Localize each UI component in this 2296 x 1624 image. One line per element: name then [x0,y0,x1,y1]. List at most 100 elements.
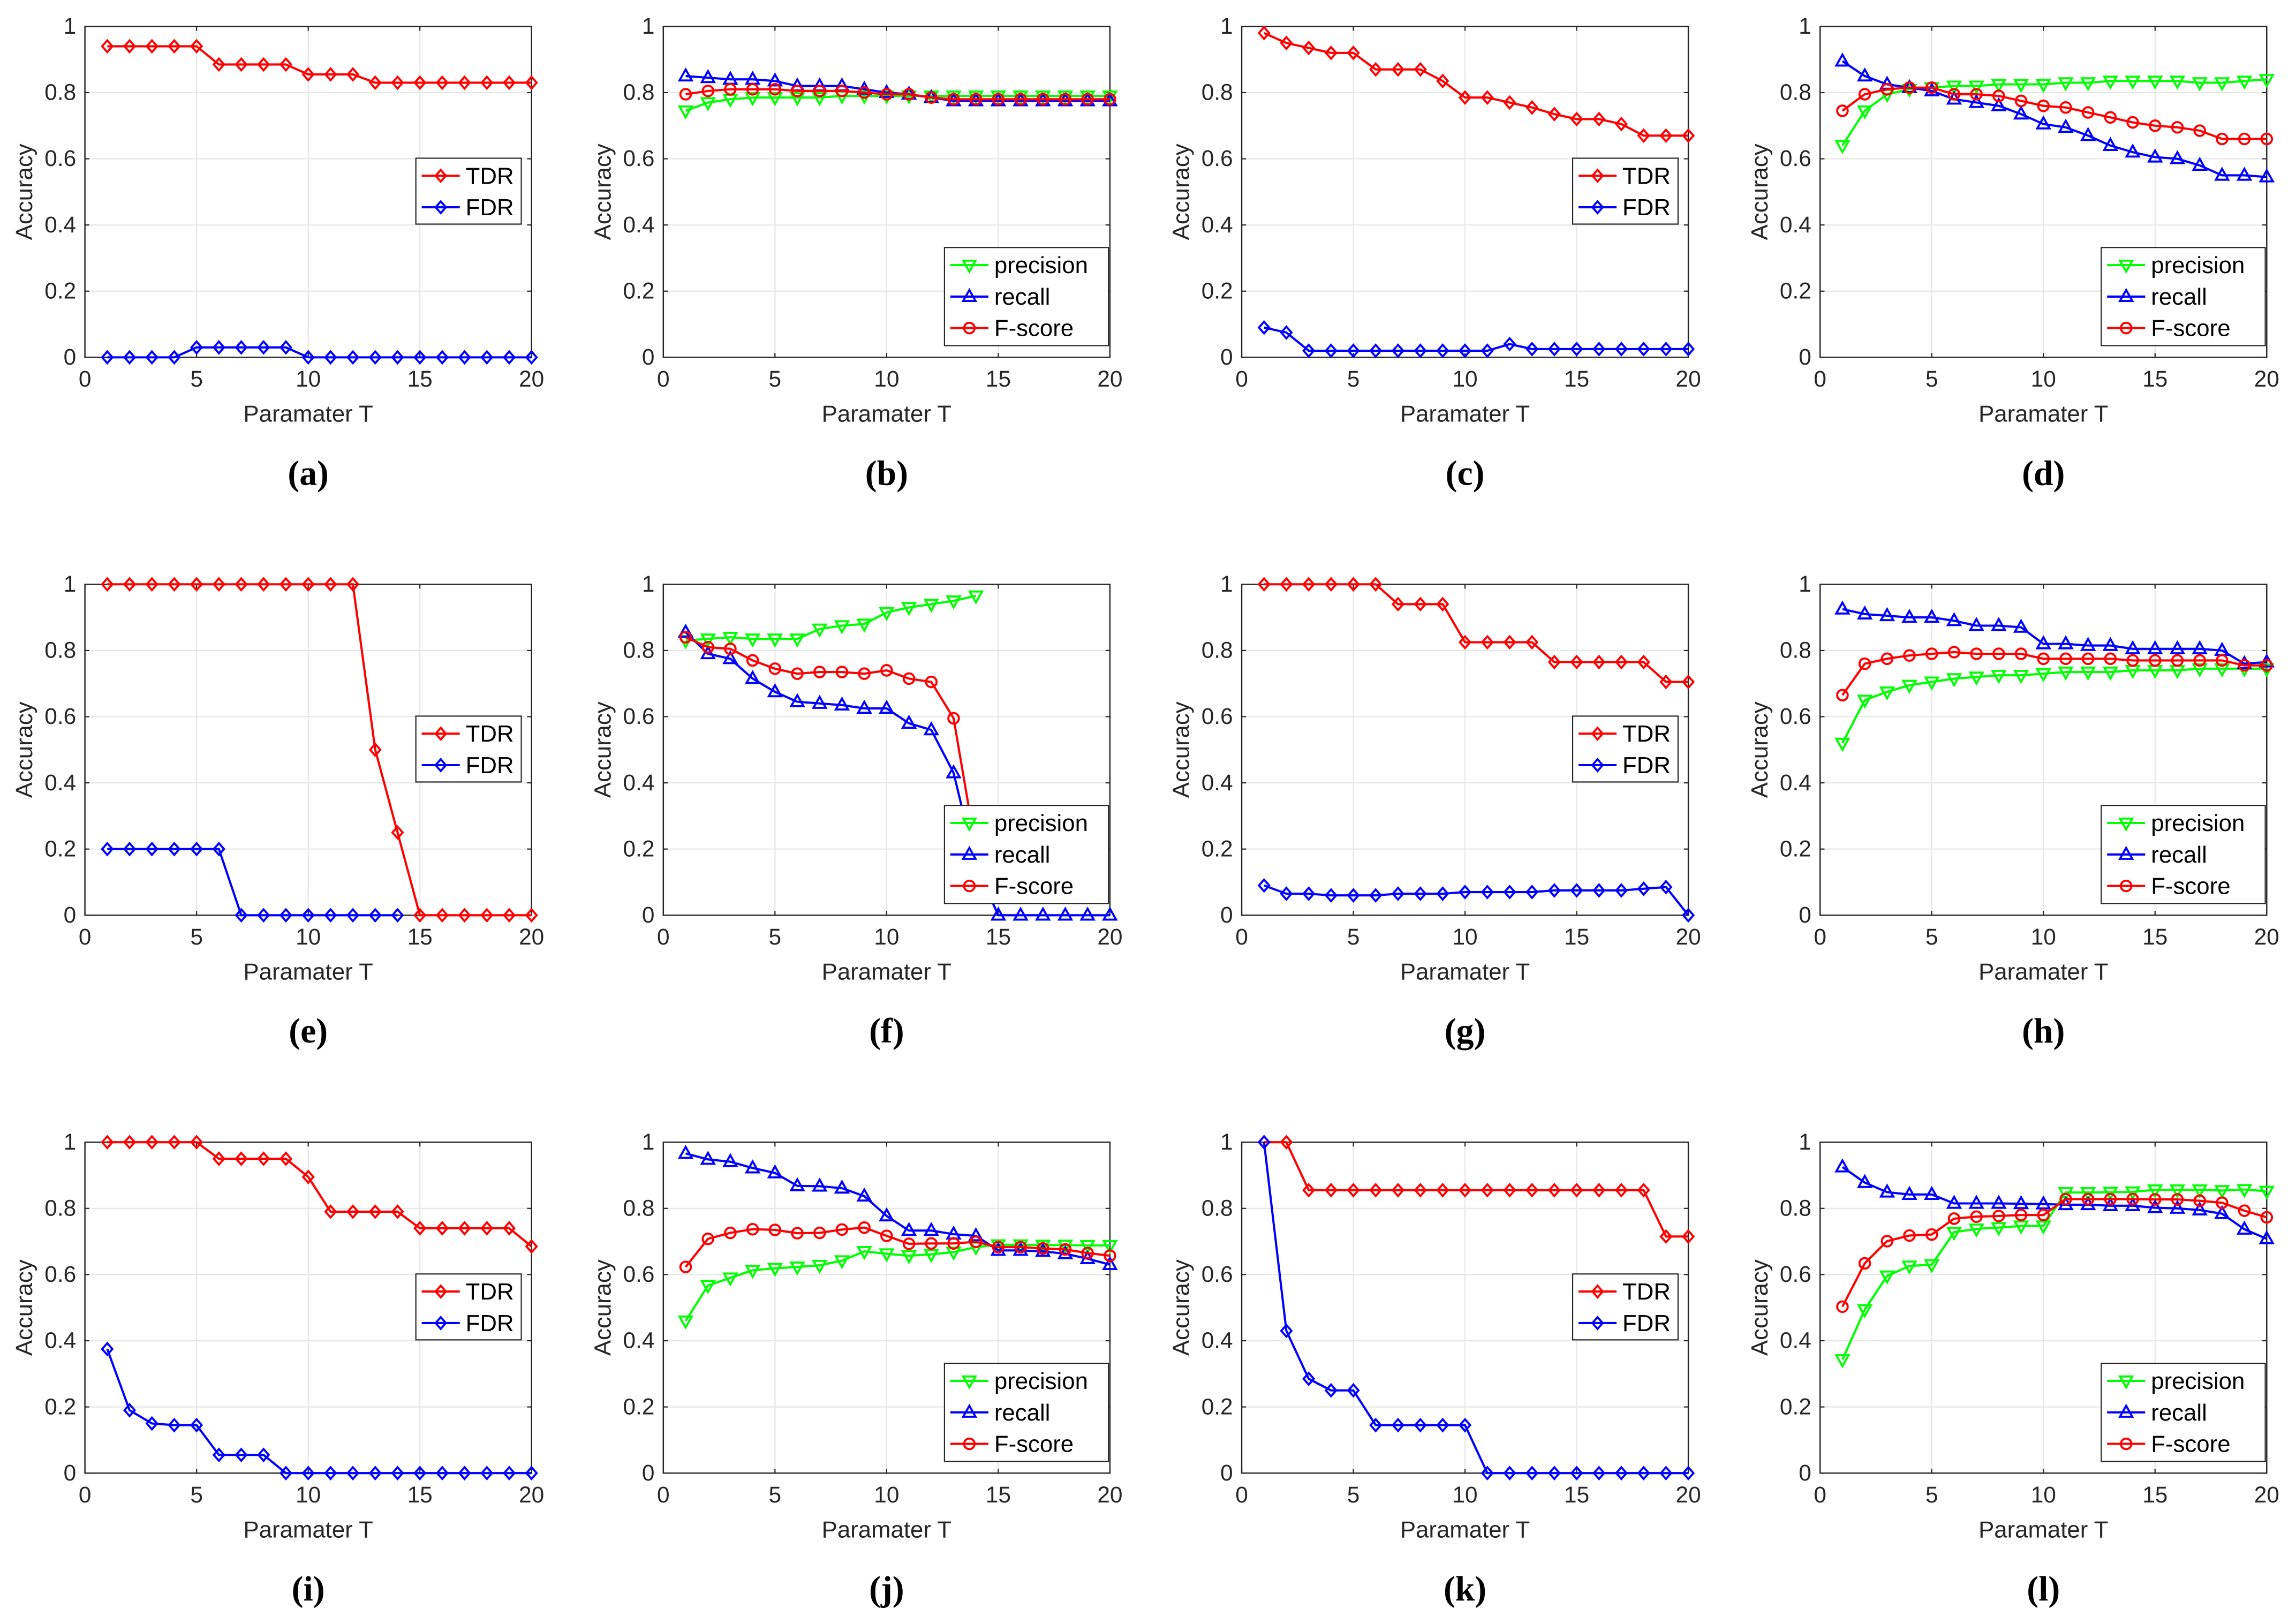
data-point [257,339,270,355]
legend-marker [1591,200,1604,215]
x-tick-label: 10 [874,1482,899,1507]
y-tick-label: 0.4 [44,212,76,237]
y-tick-label: 0 [642,902,655,927]
legend: TDR FDR [415,157,522,225]
x-tick-label: 0 [79,366,92,391]
data-point [212,1151,225,1166]
data-point [1970,647,1983,660]
legend-marker [2120,1437,2133,1451]
legend-label: recall [994,284,1051,310]
legend-label: precision [994,252,1088,278]
legend-label: TDR [1622,163,1671,189]
y-tick-label: 1 [64,1129,77,1154]
data-point [1637,881,1650,896]
data-point [1525,635,1539,650]
x-tick-label: 10 [296,366,321,391]
data-point [1324,343,1338,358]
series-line [1264,884,1689,916]
data-point [1659,674,1673,690]
y-tick-label: 0.2 [44,278,76,303]
data-point [502,75,516,90]
data-point [2125,75,2141,90]
x-tick-label: 10 [296,924,321,949]
data-point [701,1232,714,1245]
data-point [701,640,714,654]
data-point [1079,90,1096,105]
y-tick-label: 0.4 [623,1328,654,1353]
data-point [901,602,917,616]
data-point [368,75,382,90]
data-point [1947,88,1961,101]
data-point [1879,686,1895,701]
y-tick-label: 0.4 [44,770,76,795]
data-point [1570,1182,1583,1198]
data-point [1547,883,1561,898]
data-point [168,1417,181,1433]
data-point [700,645,716,660]
y-tick-label: 0 [642,344,655,369]
x-axis-label: Paramater T [1400,1517,1530,1543]
data-point [391,350,404,365]
data-point [346,908,360,923]
data-point [879,607,895,622]
data-point [858,86,871,99]
data-point [413,908,427,923]
x-tick-label: 0 [79,1482,92,1507]
data-point [1481,343,1494,358]
data-point [1836,689,1849,702]
data-point [1991,1222,2007,1236]
data-point [2149,1193,2162,1206]
data-point [1436,886,1449,901]
data-point [1968,671,1984,686]
data-point [2236,75,2253,90]
y-tick-label: 0 [642,1460,655,1485]
legend-marker [2120,321,2133,335]
data-point [990,90,1007,105]
y-tick-label: 0.2 [1202,1394,1233,1419]
data-point [1481,635,1494,650]
data-point [279,1466,293,1481]
data-point [168,350,181,365]
data-point [2014,647,2028,660]
legend: precision recall F-score [943,247,1109,346]
data-point [1614,342,1628,357]
x-tick-label: 15 [2142,366,2167,391]
series-line [1264,1141,1689,1238]
data-point [1079,907,1096,921]
legend-label: TDR [466,1279,514,1305]
x-tick-label: 0 [1814,924,1826,949]
y-tick-label: 0.6 [1780,704,1811,729]
data-point [2102,666,2119,681]
data-point [901,90,917,105]
axes-box [1819,1141,2268,1474]
data-point [990,907,1007,921]
data-point [1592,111,1606,127]
data-point [834,1255,850,1270]
legend-label: F-score [994,315,1074,342]
x-tick-label: 0 [657,924,670,949]
data-point [2192,663,2208,678]
subplot-a: 0 5 10 15 20 0 0.2 0.4 0.6 0.8 1 Paramater T Accurac… [11,13,544,493]
data-point [1458,90,1472,105]
y-tick-label: 0.6 [1202,704,1233,729]
x-tick-label: 20 [1097,1482,1122,1507]
data-point [791,1227,804,1240]
panel-label: (h) [2022,1012,2065,1051]
data-point [1391,1182,1405,1198]
axes-box [662,26,1111,358]
data-point [1302,577,1316,592]
y-axis-label: Accuracy [1168,1259,1195,1356]
y-tick-label: 0.8 [623,1195,654,1220]
data-point [1901,1185,1917,1200]
series-fdr [1257,878,1695,923]
data-point [969,1235,983,1248]
data-point [525,350,538,365]
y-tick-label: 0.6 [623,704,654,729]
data-point [2125,1197,2141,1211]
data-point [502,1221,516,1236]
data-point [2193,654,2206,667]
y-tick-label: 1 [642,13,655,39]
legend: TDR FDR [1572,715,1679,783]
y-tick-label: 0.8 [1780,638,1811,663]
legend-label: F-score [2151,315,2230,342]
